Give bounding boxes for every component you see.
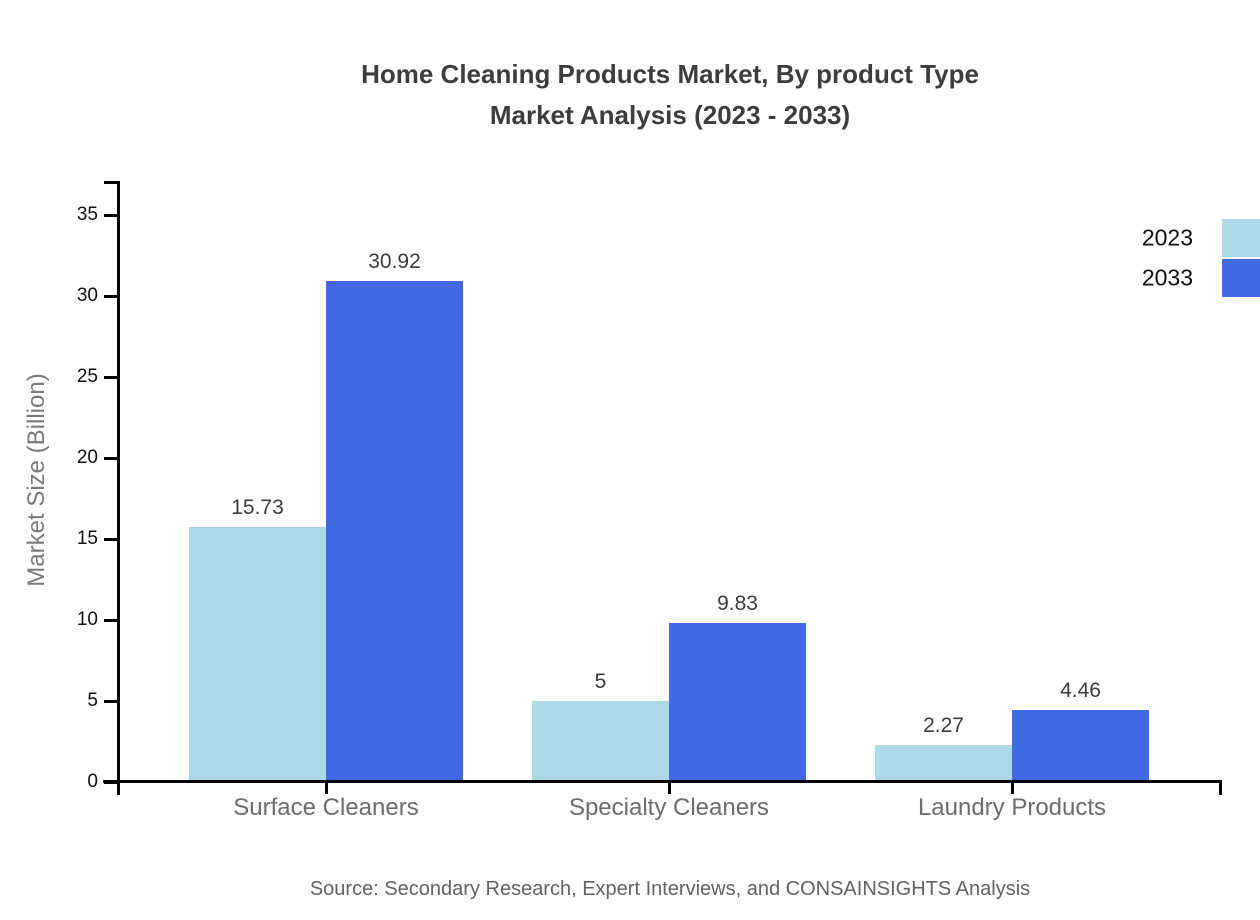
legend-swatch-2023 xyxy=(1222,219,1260,257)
y-axis-title: Market Size (Billion) xyxy=(23,373,50,587)
chart-title: Home Cleaning Products Market, By produc… xyxy=(80,54,1260,136)
legend-label: 2023 xyxy=(1141,224,1193,251)
legend-item-2033: 2033 xyxy=(1020,259,1260,297)
y-axis-tick xyxy=(104,295,118,298)
bar-value-label: 5 xyxy=(594,670,607,693)
bar-value-label: 30.92 xyxy=(368,250,421,274)
y-axis-tick-label: 20 xyxy=(76,447,98,468)
bar-2023-specialty-cleaners xyxy=(532,701,669,782)
y-axis-tick xyxy=(104,700,118,703)
y-axis-tick-label: 5 xyxy=(87,690,98,711)
y-axis-end-cap xyxy=(104,181,118,184)
bar-2033-specialty-cleaners xyxy=(669,622,806,782)
bar-2033-surface-cleaners xyxy=(326,281,463,782)
x-axis-category-label: Surface Cleaners xyxy=(233,794,419,821)
y-axis-tick-label: 10 xyxy=(76,609,98,630)
y-axis-line xyxy=(117,181,120,795)
y-axis-tick-label: 35 xyxy=(76,204,98,225)
y-axis-tick xyxy=(104,214,118,217)
x-axis-category-label: Specialty Cleaners xyxy=(568,794,770,821)
x-axis-tick xyxy=(1010,782,1014,794)
x-axis-end-cap xyxy=(1219,782,1222,795)
source-note: Source: Secondary Research, Expert Inter… xyxy=(309,878,1031,900)
chart-title-line1: Home Cleaning Products Market, By produc… xyxy=(361,59,979,89)
bar-2033-laundry-products xyxy=(1012,709,1149,782)
bar-2023-laundry-products xyxy=(875,745,1012,782)
legend: 2023 2033 xyxy=(1020,219,1260,299)
y-axis-tick xyxy=(104,376,118,379)
y-axis-tick xyxy=(104,538,118,541)
legend-item-2023: 2023 xyxy=(1020,219,1260,257)
y-axis-tick-label: 15 xyxy=(76,528,98,549)
y-axis-tick-label: 25 xyxy=(76,366,98,387)
x-axis-tick xyxy=(324,782,328,794)
bar-value-label: 2.27 xyxy=(923,714,964,738)
chart-title-line2: Market Analysis (2023 - 2033) xyxy=(489,100,851,130)
y-axis-tick xyxy=(104,619,118,622)
y-axis-tick-label: 30 xyxy=(76,285,98,306)
legend-swatch-2033 xyxy=(1222,259,1260,297)
x-axis-tick xyxy=(667,782,671,794)
x-axis-category-label: Laundry Products xyxy=(917,794,1107,821)
y-axis-tick xyxy=(104,457,118,460)
bar-2023-surface-cleaners xyxy=(189,527,326,782)
legend-label: 2033 xyxy=(1141,264,1193,291)
bar-value-label: 4.46 xyxy=(1060,678,1101,702)
x-axis-line xyxy=(103,780,1222,783)
bar-value-label: 9.83 xyxy=(717,591,758,615)
bar-value-label: 15.73 xyxy=(231,496,284,520)
y-axis-tick-label: 0 xyxy=(87,771,98,792)
